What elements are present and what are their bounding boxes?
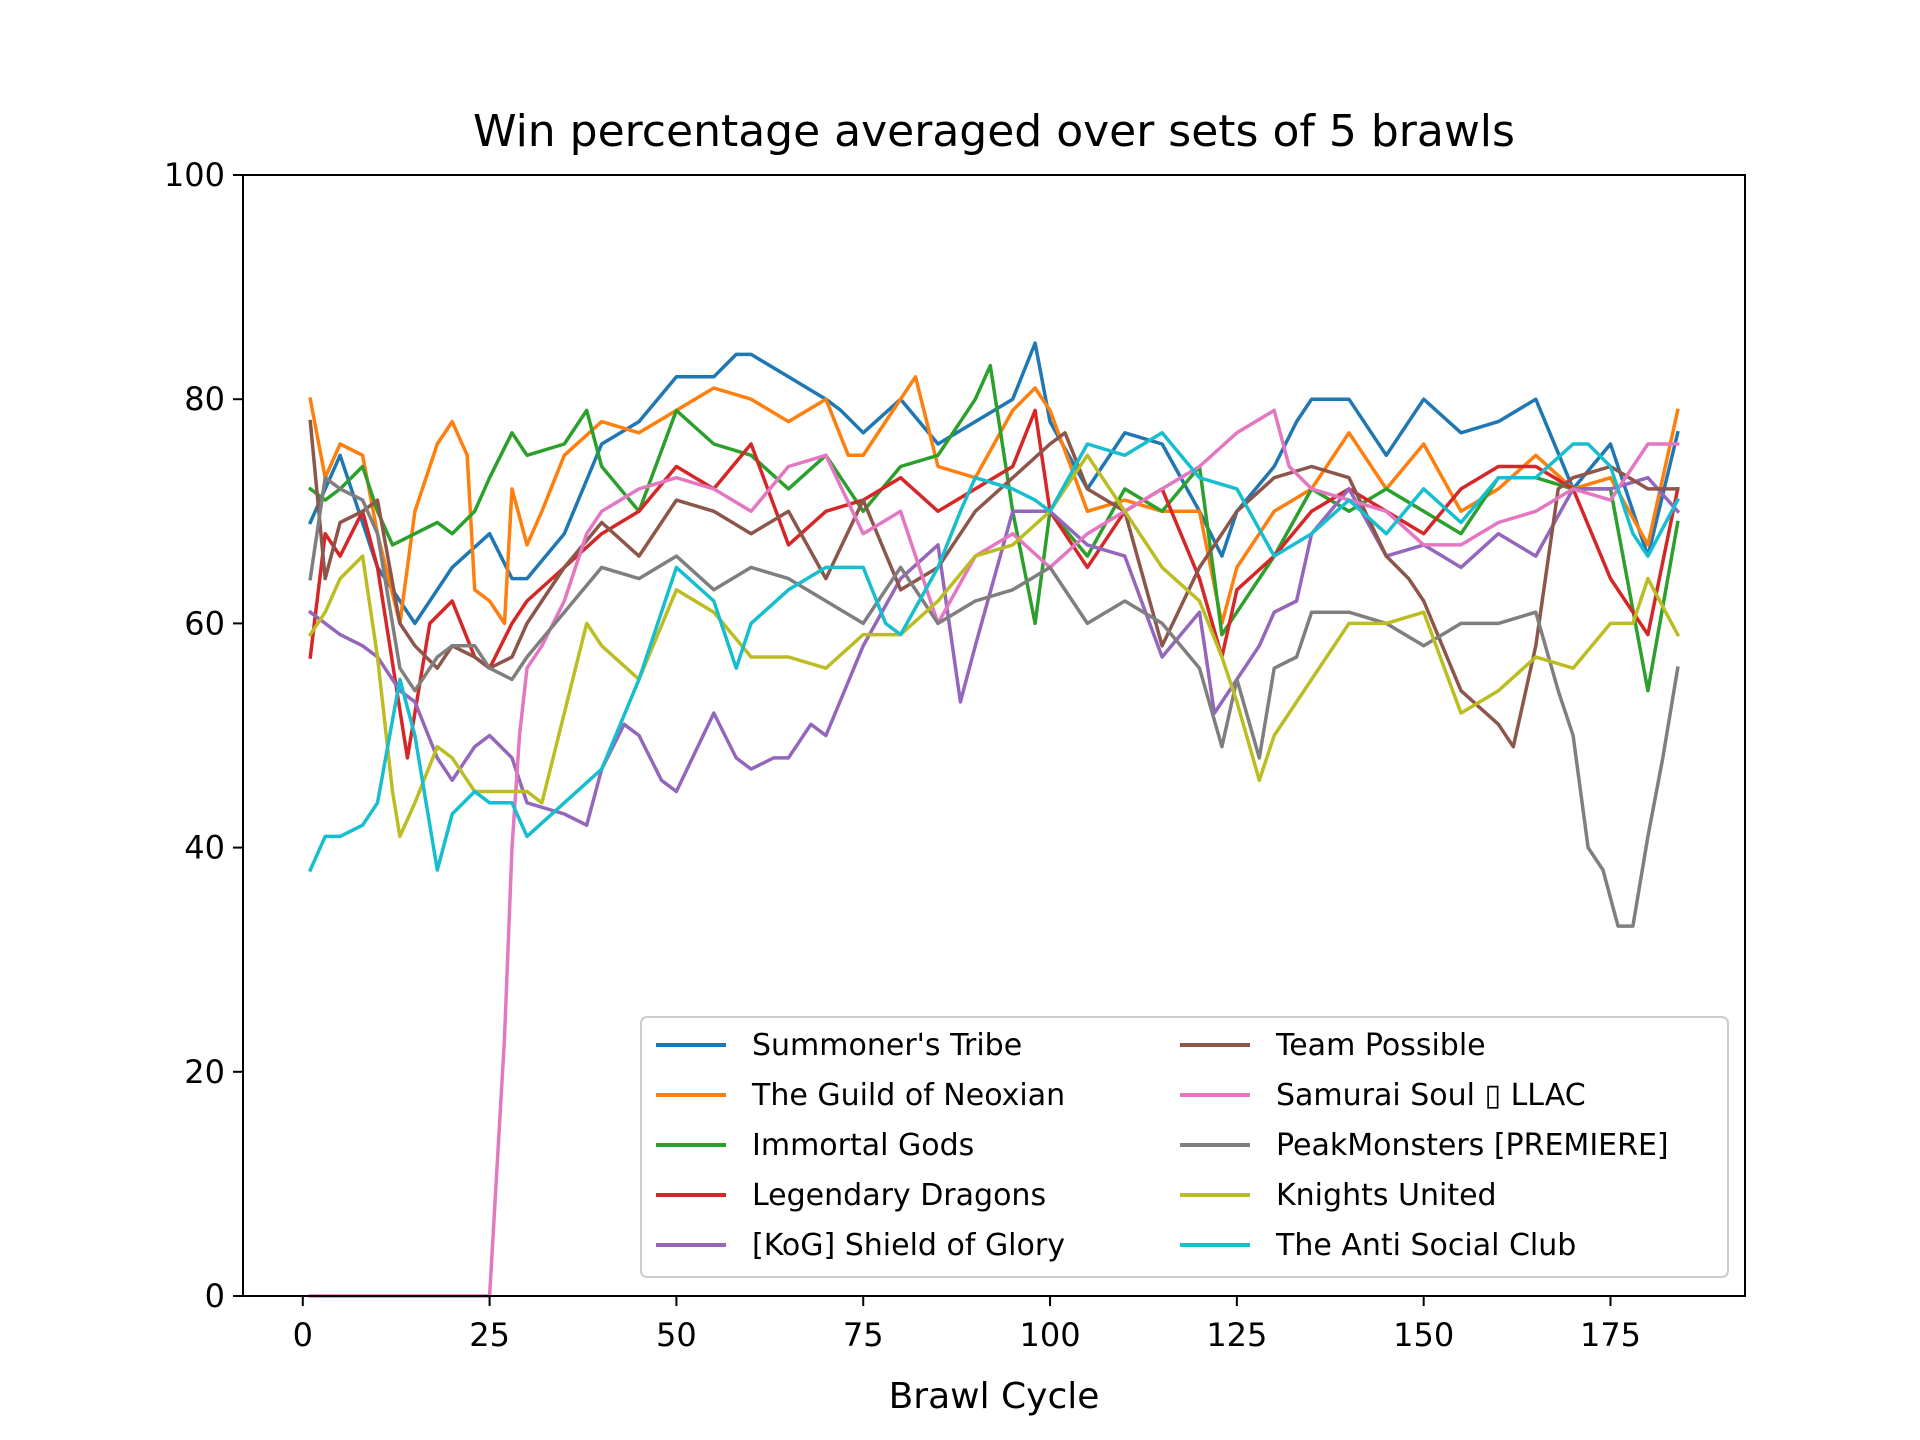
series-line-summoner-s-tribe bbox=[307, 341, 1680, 626]
x-tick-label: 25 bbox=[469, 1316, 510, 1354]
x-tick-label: 150 bbox=[1393, 1316, 1454, 1354]
y-axis: 0 20 40 60 80 100 bbox=[164, 156, 243, 1315]
y-tick-label: 40 bbox=[184, 829, 225, 867]
legend-label-summoner-s-tribe: Summoner's Tribe bbox=[752, 1028, 1022, 1063]
x-tick-label: 0 bbox=[293, 1316, 313, 1354]
legend-label-knights-united: Knights United bbox=[1276, 1178, 1497, 1213]
series-line-kog-shield-of-glory bbox=[307, 475, 1681, 827]
legend-label-team-possible: Team Possible bbox=[1275, 1028, 1486, 1063]
x-tick-label: 50 bbox=[656, 1316, 697, 1354]
y-tick-label: 80 bbox=[184, 380, 225, 418]
series-layer bbox=[307, 341, 1681, 1298]
series-line-legendary-dragons bbox=[308, 408, 1680, 760]
x-axis-label: Brawl Cycle bbox=[889, 1376, 1100, 1417]
plot-frame bbox=[242, 174, 1746, 1297]
y-tick-label: 0 bbox=[205, 1277, 225, 1315]
series-line-the-guild-of-neoxian bbox=[308, 375, 1680, 626]
legend-label-samurai-soul-llac: Samurai Soul ▯ LLAC bbox=[1276, 1078, 1586, 1113]
series-line-the-anti-social-club bbox=[307, 431, 1681, 873]
x-tick-label: 175 bbox=[1580, 1316, 1641, 1354]
y-tick-label: 20 bbox=[184, 1053, 225, 1091]
chart-title: Win percentage averaged over sets of 5 b… bbox=[473, 106, 1515, 157]
series-line-peakmonsters-premiere bbox=[308, 475, 1680, 928]
legend-label-legendary-dragons: Legendary Dragons bbox=[752, 1178, 1046, 1213]
legend-label-peakmonsters-premiere: PeakMonsters [PREMIERE] bbox=[1276, 1128, 1669, 1163]
legend-label-the-anti-social-club: The Anti Social Club bbox=[1275, 1228, 1576, 1263]
x-tick-label: 100 bbox=[1020, 1316, 1081, 1354]
series-line-knights-united bbox=[307, 453, 1681, 839]
x-axis: 0 25 50 75 100 125 150 175 bbox=[293, 1296, 1641, 1354]
y-tick-label: 100 bbox=[164, 156, 225, 194]
x-tick-label: 125 bbox=[1206, 1316, 1267, 1354]
legend-items: Summoner's Tribe The Guild of Neoxian Immo… bbox=[656, 1028, 1669, 1263]
legend-label-immortal-gods: Immortal Gods bbox=[752, 1128, 974, 1163]
y-tick-label: 60 bbox=[184, 604, 225, 642]
series-line-samurai-soul-llac bbox=[308, 408, 1680, 1298]
legend-label-the-guild-of-neoxian: The Guild of Neoxian bbox=[751, 1078, 1065, 1113]
series-line-immortal-gods bbox=[307, 363, 1680, 693]
legend-label-kog-shield-of-glory: [KoG] Shield of Glory bbox=[752, 1228, 1065, 1263]
legend: Summoner's Tribe The Guild of Neoxian Immo… bbox=[640, 1016, 1729, 1278]
x-tick-label: 75 bbox=[843, 1316, 884, 1354]
